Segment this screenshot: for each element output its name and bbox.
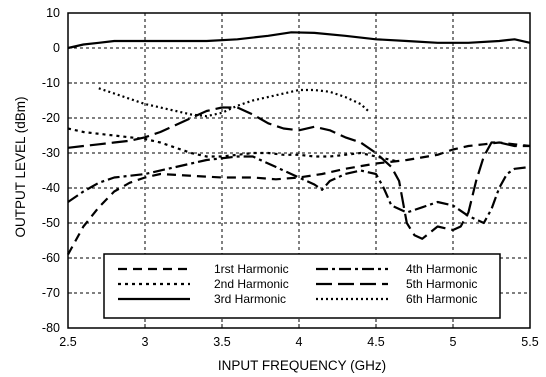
y-tick-label: 10 bbox=[46, 6, 60, 20]
series-line-3 bbox=[67, 31, 531, 50]
legend-label-3: 3rd Harmonic bbox=[214, 292, 286, 306]
y-tick-label: -50 bbox=[42, 216, 60, 230]
legend-label-2: 2nd Harmonic bbox=[214, 277, 289, 291]
series-line-5 bbox=[67, 106, 530, 240]
axis-layer: 2.5 3 3.5 4 4.5 5 5.5 10 0 -10 -20 -30 -40 -50 -60 -70 -… bbox=[42, 6, 539, 349]
y-tick-label: 0 bbox=[53, 41, 60, 55]
x-tick-label: 4.5 bbox=[367, 335, 384, 349]
legend-label-1: 1rst Harmonic bbox=[214, 262, 289, 276]
x-tick-label: 5 bbox=[450, 335, 457, 349]
x-tick-label: 4 bbox=[296, 335, 303, 349]
series-line-4 bbox=[67, 155, 531, 225]
legend-label-4: 4th Harmonic bbox=[406, 262, 477, 276]
series-line-2 bbox=[67, 127, 400, 163]
series-line-1 bbox=[67, 141, 531, 256]
x-tick-label: 3.5 bbox=[213, 335, 230, 349]
y-tick-label: -80 bbox=[42, 321, 60, 335]
x-tick-label: 2.5 bbox=[59, 335, 76, 349]
y-tick-label: -40 bbox=[42, 181, 60, 195]
x-tick-label: 5.5 bbox=[521, 335, 538, 349]
y-tick-label: -70 bbox=[42, 286, 60, 300]
x-axis-title: INPUT FREQUENCY (GHz) bbox=[218, 358, 386, 373]
legend-label-6: 6th Harmonic bbox=[406, 292, 477, 306]
x-tick-label: 3 bbox=[142, 335, 149, 349]
y-axis-title: OUTPUT LEVEL (dBm) bbox=[13, 96, 28, 237]
y-tick-label: -20 bbox=[42, 111, 60, 125]
legend-box bbox=[103, 253, 501, 319]
y-tick-label: -30 bbox=[42, 146, 60, 160]
y-tick-label: -60 bbox=[42, 251, 60, 265]
legend-label-5: 5th Harmonic bbox=[406, 277, 477, 291]
series-layer bbox=[67, 31, 531, 256]
y-tick-label: -10 bbox=[42, 76, 60, 90]
